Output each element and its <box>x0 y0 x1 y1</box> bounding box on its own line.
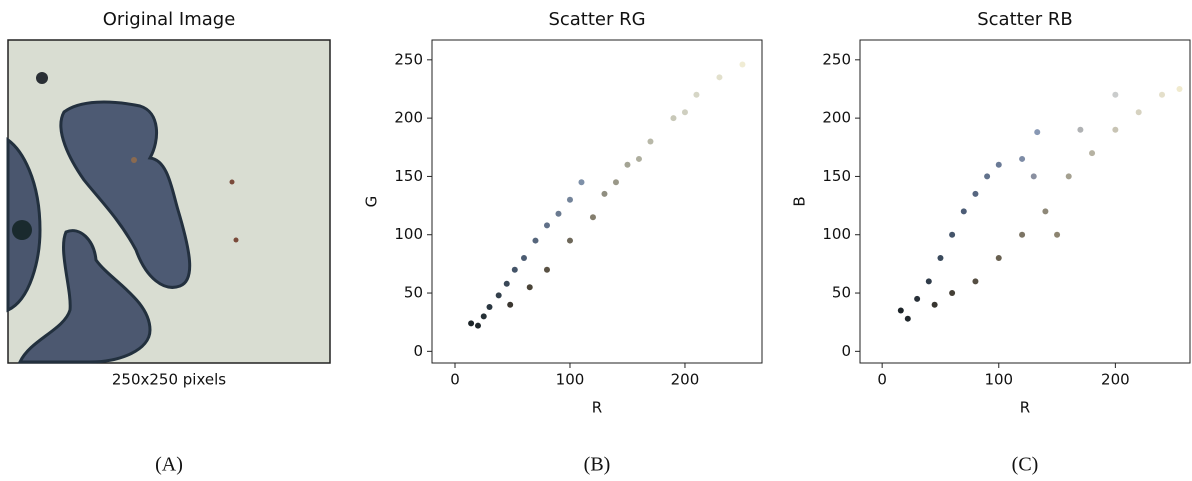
x-tick-label: 0 <box>450 371 460 389</box>
point <box>1030 173 1037 180</box>
point <box>949 290 956 297</box>
point <box>1112 91 1119 98</box>
point <box>503 280 510 287</box>
point <box>897 307 904 314</box>
point <box>925 278 932 285</box>
point <box>1065 173 1072 180</box>
y-tick-label: 150 <box>822 167 851 185</box>
point <box>526 284 533 291</box>
x-tick-label: 100 <box>556 371 585 389</box>
point <box>937 255 944 262</box>
image-caption: 250x250 pixels <box>112 371 226 389</box>
point <box>543 266 550 273</box>
y-tick-label: 200 <box>394 109 423 127</box>
point <box>520 255 527 262</box>
y-tick-label: 150 <box>394 167 423 185</box>
image-title: Original Image <box>103 9 236 30</box>
point <box>904 315 911 322</box>
y-tick-label: 50 <box>404 284 423 302</box>
point <box>1135 109 1142 116</box>
point <box>1089 150 1096 157</box>
x-axis-label: R <box>1020 399 1030 417</box>
y-tick-label: 0 <box>841 342 851 360</box>
point <box>1019 155 1026 162</box>
point <box>1176 85 1183 92</box>
y-tick-label: 50 <box>832 284 851 302</box>
original-image <box>6 39 331 364</box>
point <box>511 266 518 273</box>
point <box>486 304 493 311</box>
point <box>1019 231 1026 238</box>
point <box>612 179 619 186</box>
point <box>578 179 585 186</box>
point <box>960 208 967 215</box>
point <box>566 237 573 244</box>
point <box>739 61 746 68</box>
point <box>995 255 1002 262</box>
point <box>1034 129 1041 136</box>
y-axis-label: G <box>363 196 381 208</box>
x-tick-label: 0 <box>877 371 887 389</box>
point <box>507 301 514 308</box>
point <box>681 109 688 116</box>
point <box>984 173 991 180</box>
point <box>480 313 487 320</box>
point <box>495 292 502 299</box>
point <box>624 161 631 168</box>
point <box>670 115 677 122</box>
point <box>647 138 654 145</box>
point <box>635 155 642 162</box>
point <box>555 210 562 217</box>
y-axis-label: B <box>791 196 809 206</box>
x-tick-label: 200 <box>671 371 700 389</box>
point <box>601 190 608 197</box>
chart-title: Scatter RB <box>977 9 1073 30</box>
point <box>1054 231 1061 238</box>
panel-label: (C) <box>1012 454 1039 476</box>
y-tick-label: 0 <box>413 342 423 360</box>
panel-label: (A) <box>155 454 183 476</box>
point <box>914 295 921 302</box>
point <box>532 237 539 244</box>
y-tick-label: 200 <box>822 109 851 127</box>
x-axis-label: R <box>592 399 602 417</box>
point <box>468 320 475 327</box>
point <box>1112 126 1119 133</box>
point <box>1042 208 1049 215</box>
point <box>716 74 723 81</box>
y-tick-label: 250 <box>394 50 423 68</box>
x-tick-label: 100 <box>984 371 1013 389</box>
point <box>995 161 1002 168</box>
y-tick-label: 100 <box>822 225 851 243</box>
axes-frame <box>431 39 763 364</box>
x-tick-label: 200 <box>1101 371 1130 389</box>
point <box>474 322 481 329</box>
point <box>566 196 573 203</box>
point <box>1077 126 1084 133</box>
y-tick-label: 250 <box>822 50 851 68</box>
point <box>543 222 550 229</box>
point <box>1159 91 1166 98</box>
axes-frame <box>859 39 1191 364</box>
point <box>931 301 938 308</box>
point <box>972 190 979 197</box>
point <box>589 214 596 221</box>
panel-label: (B) <box>584 454 611 476</box>
point <box>972 278 979 285</box>
chart-title: Scatter RG <box>548 9 645 30</box>
point <box>949 231 956 238</box>
point <box>693 91 700 98</box>
y-tick-label: 100 <box>394 225 423 243</box>
